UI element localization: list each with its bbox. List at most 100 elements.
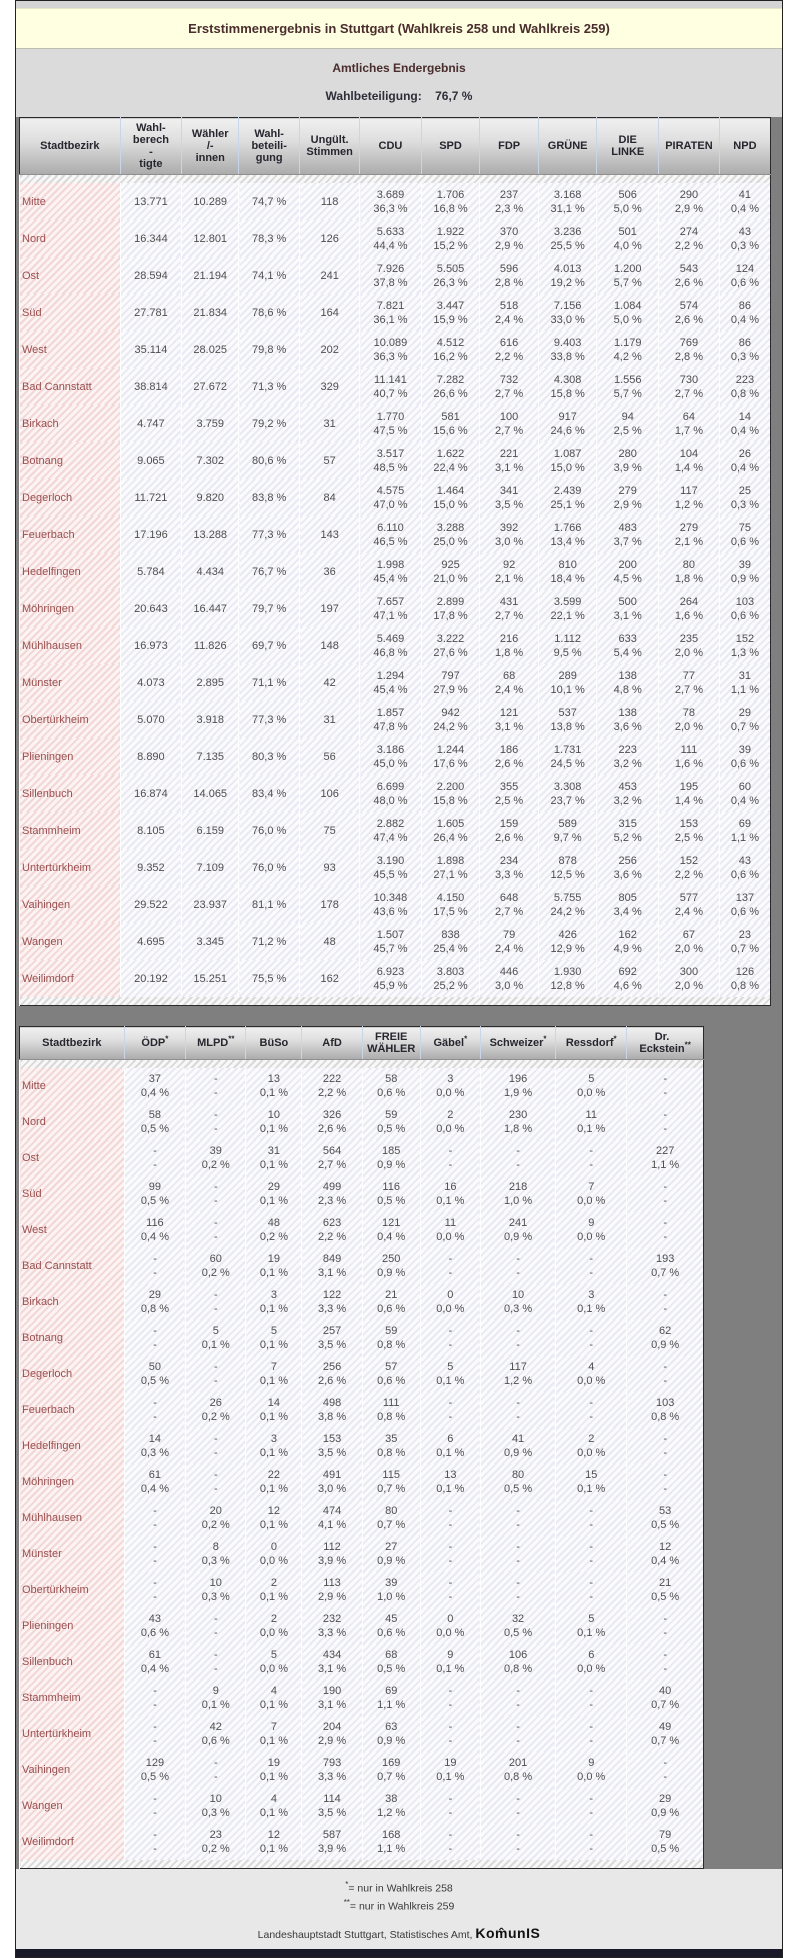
value-cell: -- <box>185 1068 246 1104</box>
column-header: Wähler /- innen <box>181 117 239 175</box>
value-cell: 20 0,2 % <box>185 1500 246 1536</box>
value-cell: 4.013 19,2 % <box>537 257 597 294</box>
value-cell: 29 0,1 % <box>245 1176 302 1212</box>
value-cell: 3.599 22,1 % <box>537 590 597 627</box>
value-cell: 5.755 24,2 % <box>537 886 597 923</box>
table-row: West 35.114 28.025 79,8 % 202 10.089 36,3 % 4.5… <box>19 331 771 368</box>
value-cell: 162 <box>299 960 360 997</box>
value-cell: 162 4,9 % <box>596 923 659 960</box>
value-cell: 4.512 16,2 % <box>420 331 480 368</box>
value-cell: 106 <box>299 775 360 812</box>
value-cell: 7.821 36,1 % <box>359 294 422 331</box>
table-row: Stammheim 8.105 6.159 76,0 % 75 2.882 47,4 % 1.… <box>19 812 771 849</box>
value-cell: 5.469 46,8 % <box>359 627 422 664</box>
value-cell: 31 0,1 % <box>245 1140 302 1176</box>
value-cell: 81,1 % <box>238 886 300 923</box>
value-cell: -- <box>123 1680 186 1716</box>
column-header: PIRATEN <box>658 117 720 175</box>
value-cell: 111 0,8 % <box>361 1392 421 1428</box>
value-cell: 5.784 <box>119 553 182 590</box>
value-cell: -- <box>626 1356 704 1392</box>
value-cell: 1.731 24,5 % <box>537 738 597 775</box>
spacer-row <box>19 1860 704 1869</box>
value-cell: 137 0,6 % <box>718 886 771 923</box>
value-cell: 71,3 % <box>238 368 300 405</box>
value-cell: 9.065 <box>119 442 182 479</box>
row-label: Feuerbach <box>19 1392 125 1428</box>
value-cell: 27.781 <box>119 294 182 331</box>
value-cell: 11 0,1 % <box>555 1104 627 1140</box>
row-label: Süd <box>19 1176 125 1212</box>
subheader: Amtliches Endergebnis Wahlbeteiligung: 7… <box>16 49 782 117</box>
value-cell: 221 3,1 % <box>479 442 539 479</box>
value-cell: 7 0,0 % <box>555 1176 627 1212</box>
value-cell: 106 0,8 % <box>479 1644 556 1680</box>
table-row: Bad Cannstatt 38.814 27.672 71,3 % 329 11.141… <box>19 368 771 405</box>
value-cell: 633 5,4 % <box>596 627 659 664</box>
value-cell: 4 0,1 % <box>245 1788 302 1824</box>
value-cell: 3.759 <box>181 405 239 442</box>
value-cell: -- <box>123 1788 186 1824</box>
value-cell: -- <box>123 1248 186 1284</box>
column-header: Wahl- berech - tigte <box>119 117 182 175</box>
value-cell: -- <box>123 1824 186 1860</box>
value-cell: 849 3,1 % <box>301 1248 363 1284</box>
table-row: Münster 4.073 2.895 71,1 % 42 1.294 45,4 % 797 2… <box>19 664 771 701</box>
value-cell: -- <box>419 1248 481 1284</box>
value-cell: 122 3,3 % <box>301 1284 363 1320</box>
value-cell: 3.186 45,0 % <box>359 738 422 775</box>
value-cell: -- <box>555 1824 627 1860</box>
value-cell: 838 25,4 % <box>420 923 480 960</box>
value-cell: -- <box>626 1212 704 1248</box>
value-cell: -- <box>419 1500 481 1536</box>
value-cell: 10 0,3 % <box>185 1788 246 1824</box>
value-cell: 3.168 31,1 % <box>537 183 597 220</box>
value-cell: 116 0,4 % <box>123 1212 186 1248</box>
row-label: Botnang <box>19 1320 125 1356</box>
results-table-2: Stadtbezirk ÖDP* MLPD** BüSo AfD FREIE WÄHLER… <box>19 1026 704 1869</box>
value-cell: 31 <box>299 701 360 738</box>
value-cell: 2.895 <box>181 664 239 701</box>
value-cell: 190 3,1 % <box>301 1680 363 1716</box>
row-label: Plieningen <box>19 1608 125 1644</box>
value-cell: -- <box>555 1320 627 1356</box>
value-cell: 9.403 33,8 % <box>537 331 597 368</box>
value-cell: 29 0,7 % <box>718 701 771 738</box>
value-cell: 74,1 % <box>238 257 300 294</box>
value-cell: 80 1,8 % <box>658 553 720 590</box>
value-cell: 256 2,6 % <box>301 1356 363 1392</box>
value-cell: 48 <box>299 923 360 960</box>
value-cell: 36 <box>299 553 360 590</box>
table-row: Hedelfingen 14 0,3 % - -3 0,1 % 153 3,5 % 35 0,8 … <box>19 1428 704 1464</box>
row-label: Sillenbuch <box>19 1644 125 1680</box>
value-cell: 121 0,4 % <box>361 1212 421 1248</box>
row-label: Plieningen <box>19 738 121 775</box>
value-cell: 241 <box>299 257 360 294</box>
column-header: ÖDP* <box>123 1026 186 1060</box>
value-cell: -- <box>185 1284 246 1320</box>
value-cell: -- <box>419 1392 481 1428</box>
value-cell: 22 0,1 % <box>245 1464 302 1500</box>
value-cell: 40 0,7 % <box>626 1680 704 1716</box>
table-row: Bad Cannstatt - -60 0,2 % 19 0,1 % 849 3,1 % 250… <box>19 1248 704 1284</box>
value-cell: 64 1,7 % <box>658 405 720 442</box>
value-cell: -- <box>123 1392 186 1428</box>
value-cell: 1.200 5,7 % <box>596 257 659 294</box>
value-cell: 453 3,2 % <box>596 775 659 812</box>
value-cell: 178 <box>299 886 360 923</box>
row-label: Birkach <box>19 1284 125 1320</box>
value-cell: 1.507 45,7 % <box>359 923 422 960</box>
value-cell: 71,1 % <box>238 664 300 701</box>
value-cell: 234 3,3 % <box>479 849 539 886</box>
value-cell: 5.070 <box>119 701 182 738</box>
value-cell: 6.110 46,5 % <box>359 516 422 553</box>
value-cell: 185 0,9 % <box>361 1140 421 1176</box>
row-label: Stammheim <box>19 812 121 849</box>
value-cell: 28.594 <box>119 257 182 294</box>
value-cell: 79,8 % <box>238 331 300 368</box>
value-cell: 58 0,5 % <box>123 1104 186 1140</box>
table-row: Wangen 4.695 3.345 71,2 % 48 1.507 45,7 % 838 25… <box>19 923 771 960</box>
value-cell: 38.814 <box>119 368 182 405</box>
value-cell: -- <box>419 1140 481 1176</box>
value-cell: 117 1,2 % <box>479 1356 556 1392</box>
